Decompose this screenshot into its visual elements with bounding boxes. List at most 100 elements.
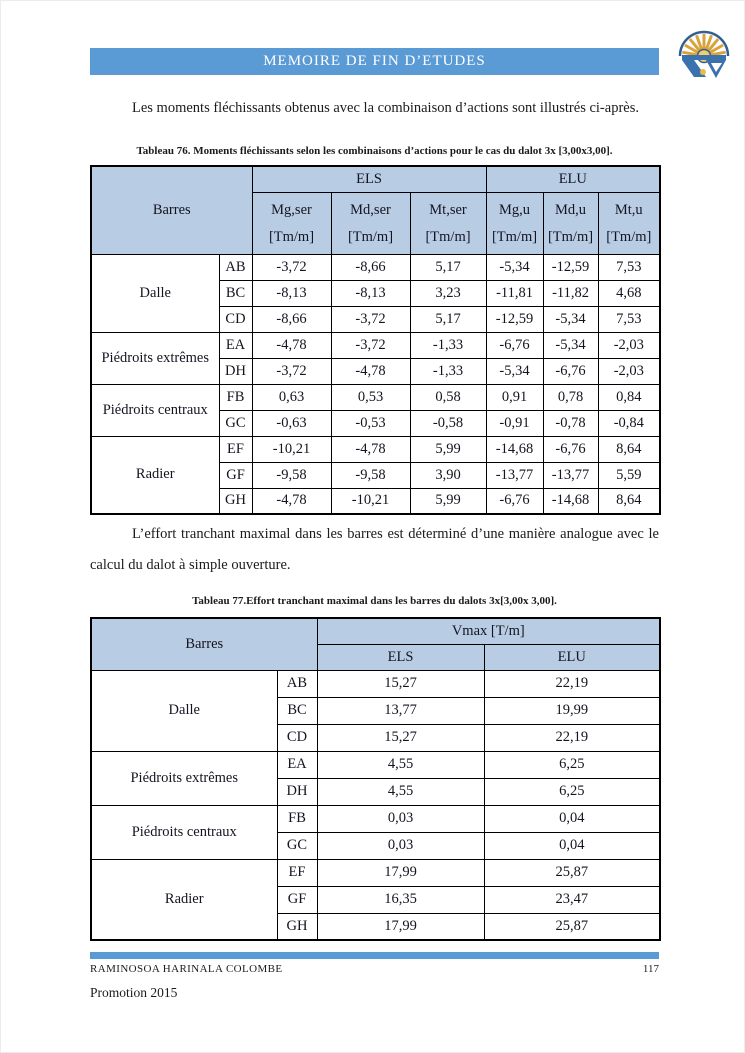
bar-code-cell: CD (276, 723, 318, 752)
elu-header-cell: ELU (485, 165, 661, 193)
value-cell: -2,03 (597, 357, 661, 385)
column-name: Mg,u (499, 202, 531, 218)
value-cell: -0,84 (597, 409, 661, 437)
value-cell: -9,58 (251, 461, 332, 489)
bar-code-cell: FB (276, 804, 318, 833)
value-cell: -12,59 (542, 253, 599, 281)
barres-header-cell: Barres (90, 165, 253, 255)
table-header-row: Barres Vmax [T/m] (90, 617, 661, 671)
table-row: BC -8,13 -8,13 3,23 -11,81 -11,82 4,68 (91, 279, 661, 307)
value-cell: -6,76 (542, 435, 599, 463)
value-cell: -6,76 (485, 487, 544, 515)
vmax-header-cell: Vmax [T/m] (316, 617, 661, 645)
table-subheader-row: Mg,ser [Tm/m] Md,ser [Tm/m] Mt,ser [Tm/m] M… (91, 191, 661, 255)
table-group-cell: Dalle (90, 253, 220, 333)
value-cell: 25,87 (483, 912, 661, 941)
bar-code-cell: AB (218, 253, 253, 281)
value-cell: -0,91 (485, 409, 544, 437)
value-cell: -14,68 (485, 435, 544, 463)
value-cell: 0,58 (409, 383, 487, 411)
value-cell: -13,77 (542, 461, 599, 489)
footer-promotion: Promotion 2015 (90, 985, 178, 1000)
footer-author: RAMINOSOA HARINALA COLOMBE (90, 963, 283, 975)
value-cell: 0,03 (316, 831, 485, 860)
table-group-cell: Piédroits extrêmes (90, 750, 278, 806)
moments-table: Barres ELS ELU Mg,ser [Tm/m] Md,ser [Tm/m]… (90, 165, 662, 515)
value-cell: 13,77 (316, 696, 485, 725)
column-header-cell: Md,u [Tm/m] (542, 191, 599, 255)
column-unit: [Tm/m] (347, 229, 394, 245)
column-header-cell: Mg,u [Tm/m] (485, 191, 544, 255)
value-cell: -8,13 (330, 279, 411, 307)
value-cell: 0,84 (597, 383, 661, 411)
els-header-cell: ELS (316, 643, 485, 671)
table-row: CD -8,66 -3,72 5,17 -12,59 -5,34 7,53 (91, 305, 661, 333)
value-cell: 4,68 (597, 279, 661, 307)
value-cell: -4,78 (251, 487, 332, 515)
value-cell: 8,64 (597, 487, 661, 515)
value-cell: -5,34 (542, 305, 599, 333)
bar-code-cell: DH (276, 777, 318, 806)
value-cell: 6,25 (483, 750, 661, 779)
table-row: GC 0,03 0,04 (91, 831, 661, 860)
column-name: Md,u (555, 202, 587, 218)
table-group-cell: Dalle (90, 669, 278, 752)
value-cell: -8,66 (251, 305, 332, 333)
value-cell: 17,99 (316, 912, 485, 941)
column-header-cell: Mg,ser [Tm/m] (251, 191, 332, 255)
value-cell: -2,03 (597, 331, 661, 359)
page-number: 117 (642, 963, 659, 975)
value-cell: -0,58 (409, 409, 487, 437)
bar-code-cell: DH (218, 357, 253, 385)
table-group-cell: Piédroits centraux (90, 804, 278, 860)
header-banner: MEMOIRE DE FIN D’ETUDES (90, 48, 659, 75)
bar-code-cell: GC (218, 409, 253, 437)
column-unit: [Tm/m] (606, 229, 652, 245)
bar-code-cell: EA (276, 750, 318, 779)
value-cell: 5,59 (597, 461, 661, 489)
page-title: MEMOIRE DE FIN D’ETUDES (263, 53, 486, 69)
value-cell: -8,66 (330, 253, 411, 281)
value-cell: -0,53 (330, 409, 411, 437)
value-cell: -5,34 (542, 331, 599, 359)
value-cell: 4,55 (316, 777, 485, 806)
value-cell: -12,59 (485, 305, 544, 333)
bar-code-cell: FB (218, 383, 253, 411)
value-cell: -5,34 (485, 357, 544, 385)
footer-line: 117 RAMINOSOA HARINALA COLOMBE (90, 963, 659, 975)
barres-header-cell: Barres (90, 617, 318, 671)
value-cell: 3,90 (409, 461, 487, 489)
column-unit: [Tm/m] (491, 229, 538, 245)
value-cell: -6,76 (542, 357, 599, 385)
bar-code-cell: GH (276, 912, 318, 941)
value-cell: -0,78 (542, 409, 599, 437)
value-cell: 15,27 (316, 723, 485, 752)
vmax-table: Barres Vmax [T/m] ELS ELU Dalle AB 15,27… (90, 617, 662, 941)
value-cell: 5,99 (409, 435, 487, 463)
value-cell: -11,81 (485, 279, 544, 307)
bar-code-cell: CD (218, 305, 253, 333)
value-cell: 0,63 (251, 383, 332, 411)
bar-code-cell: BC (276, 696, 318, 725)
table-group-cell: Radier (90, 435, 220, 515)
value-cell: -11,82 (542, 279, 599, 307)
value-cell: 25,87 (483, 858, 661, 887)
table-row: Piédroits centraux FB 0,03 0,04 (90, 804, 661, 860)
value-cell: -0,63 (251, 409, 332, 437)
table-subheader-row: ELS ELU (91, 643, 661, 671)
table-row: Piédroits extrêmes EA -4,78 -3,72 -1,33 … (90, 331, 661, 385)
value-cell: -3,72 (330, 305, 411, 333)
value-cell: -3,72 (251, 253, 332, 281)
table-row: Radier EF -10,21 -4,78 5,99 -14,68 -6,76… (90, 435, 661, 515)
value-cell: 6,25 (483, 777, 661, 806)
column-unit: [Tm/m] (425, 229, 471, 245)
table-row: GF 16,35 23,47 (91, 885, 661, 914)
value-cell: -13,77 (485, 461, 544, 489)
shear-paragraph: L’effort tranchant maximal dans les barr… (90, 526, 659, 573)
value-cell: -10,21 (330, 487, 411, 515)
bar-code-cell: EF (218, 435, 253, 463)
value-cell: 8,64 (597, 435, 661, 463)
bar-code-cell: AB (276, 669, 318, 698)
table-row: BC 13,77 19,99 (91, 696, 661, 725)
